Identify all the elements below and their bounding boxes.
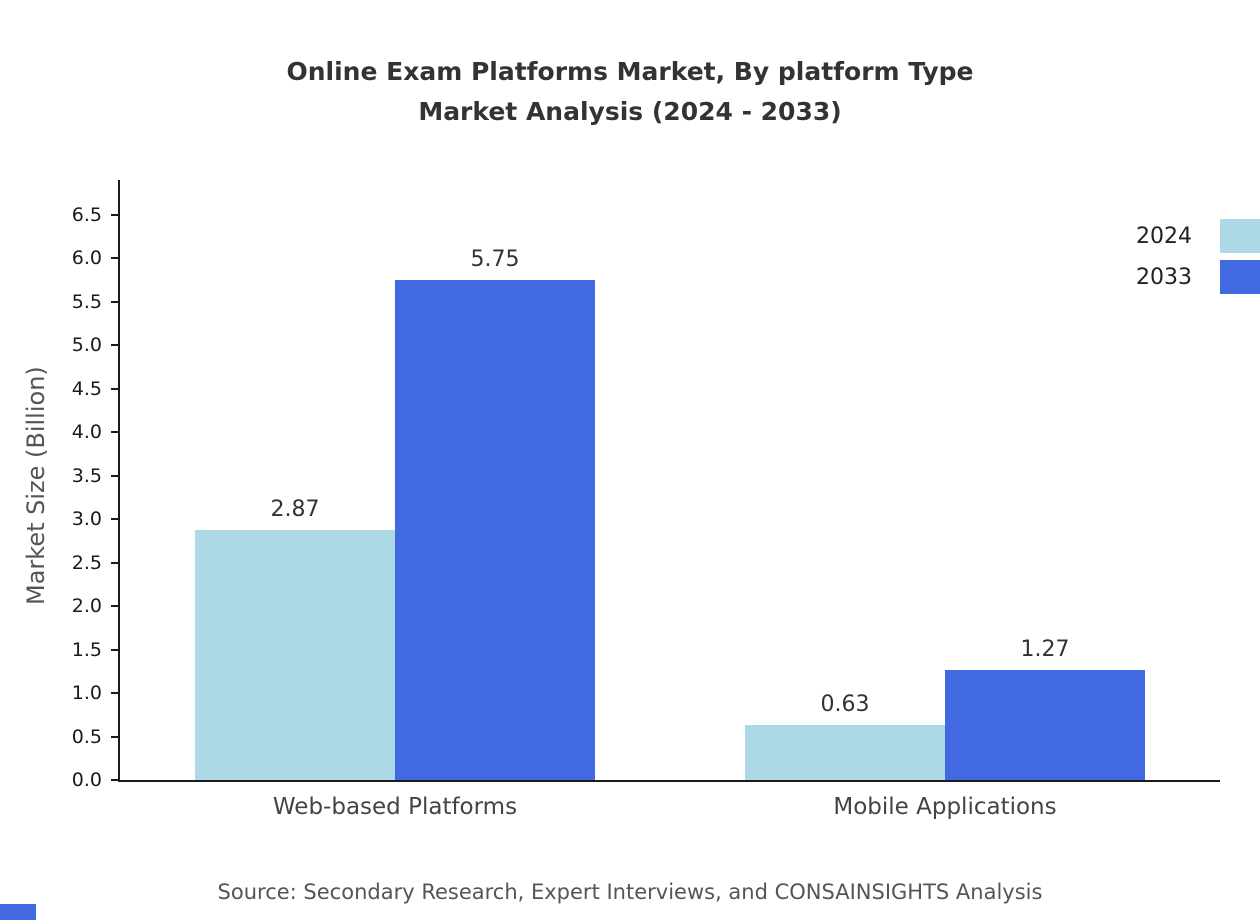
x-category-label: Mobile Applications bbox=[833, 794, 1057, 820]
y-tick-mark bbox=[111, 300, 120, 303]
chart-title: Online Exam Platforms Market, By platfor… bbox=[0, 52, 1260, 132]
y-tick-mark bbox=[111, 648, 120, 651]
y-tick-mark bbox=[111, 735, 120, 738]
legend-item-2033: 2033 bbox=[1136, 259, 1260, 295]
y-tick-label: 2.0 bbox=[71, 595, 102, 618]
y-tick-mark bbox=[111, 431, 120, 434]
plot-area: 0.0 0.5 1.0 1.5 2.0 2.5 3.0 3.5 4.0 4.5 5.0 5.5 6.0 6… bbox=[72, 180, 1220, 820]
y-tick-mark bbox=[111, 387, 120, 390]
y-tick-label: 0.5 bbox=[71, 725, 102, 748]
bar-2024-mobile-applications bbox=[745, 725, 945, 780]
legend-swatch bbox=[1220, 260, 1260, 294]
y-tick-label: 6.0 bbox=[71, 247, 102, 270]
y-tick-label: 6.5 bbox=[71, 203, 102, 226]
y-tick-mark bbox=[111, 561, 120, 564]
legend-label: 2024 bbox=[1136, 223, 1192, 249]
bar-value-label: 2.87 bbox=[270, 497, 320, 523]
bar-2033-web-based-platforms bbox=[395, 280, 595, 780]
y-tick-mark bbox=[111, 344, 120, 347]
y-tick-label: 3.5 bbox=[71, 464, 102, 487]
source-note: Source: Secondary Research, Expert Inter… bbox=[217, 880, 1043, 904]
x-category-label: Web-based Platforms bbox=[272, 794, 518, 820]
y-tick-mark bbox=[111, 257, 120, 260]
bar-2024-web-based-platforms bbox=[195, 530, 395, 780]
legend: 2024 2033 bbox=[1136, 218, 1260, 300]
brand-corner-mark bbox=[0, 904, 36, 920]
y-tick-label: 2.5 bbox=[71, 551, 102, 574]
bar-2033-mobile-applications bbox=[945, 669, 1145, 780]
legend-label: 2033 bbox=[1136, 264, 1192, 290]
y-tick-label: 3.0 bbox=[71, 508, 102, 531]
chart-title-line2: Market Analysis (2024 - 2033) bbox=[418, 97, 842, 126]
y-tick-mark bbox=[111, 692, 120, 695]
y-tick-label: 5.5 bbox=[71, 290, 102, 313]
y-tick-mark bbox=[111, 213, 120, 216]
legend-item-2024: 2024 bbox=[1136, 218, 1260, 254]
chart-title-line1: Online Exam Platforms Market, By platfor… bbox=[286, 57, 974, 86]
y-tick-label: 5.0 bbox=[71, 334, 102, 357]
bar-value-label: 1.27 bbox=[1020, 636, 1070, 662]
y-tick-mark bbox=[111, 474, 120, 477]
y-tick-label: 0.0 bbox=[71, 769, 102, 791]
bar-value-label: 0.63 bbox=[820, 692, 870, 718]
y-tick-mark bbox=[111, 518, 120, 521]
bar-value-label: 5.75 bbox=[470, 247, 520, 272]
y-tick-mark bbox=[111, 605, 120, 608]
y-tick-label: 4.0 bbox=[71, 421, 102, 444]
y-tick-mark bbox=[111, 779, 120, 781]
legend-swatch bbox=[1220, 219, 1260, 253]
y-tick-label: 4.5 bbox=[71, 377, 102, 400]
y-tick-label: 1.0 bbox=[71, 682, 102, 705]
y-tick-label: 1.5 bbox=[71, 638, 102, 661]
